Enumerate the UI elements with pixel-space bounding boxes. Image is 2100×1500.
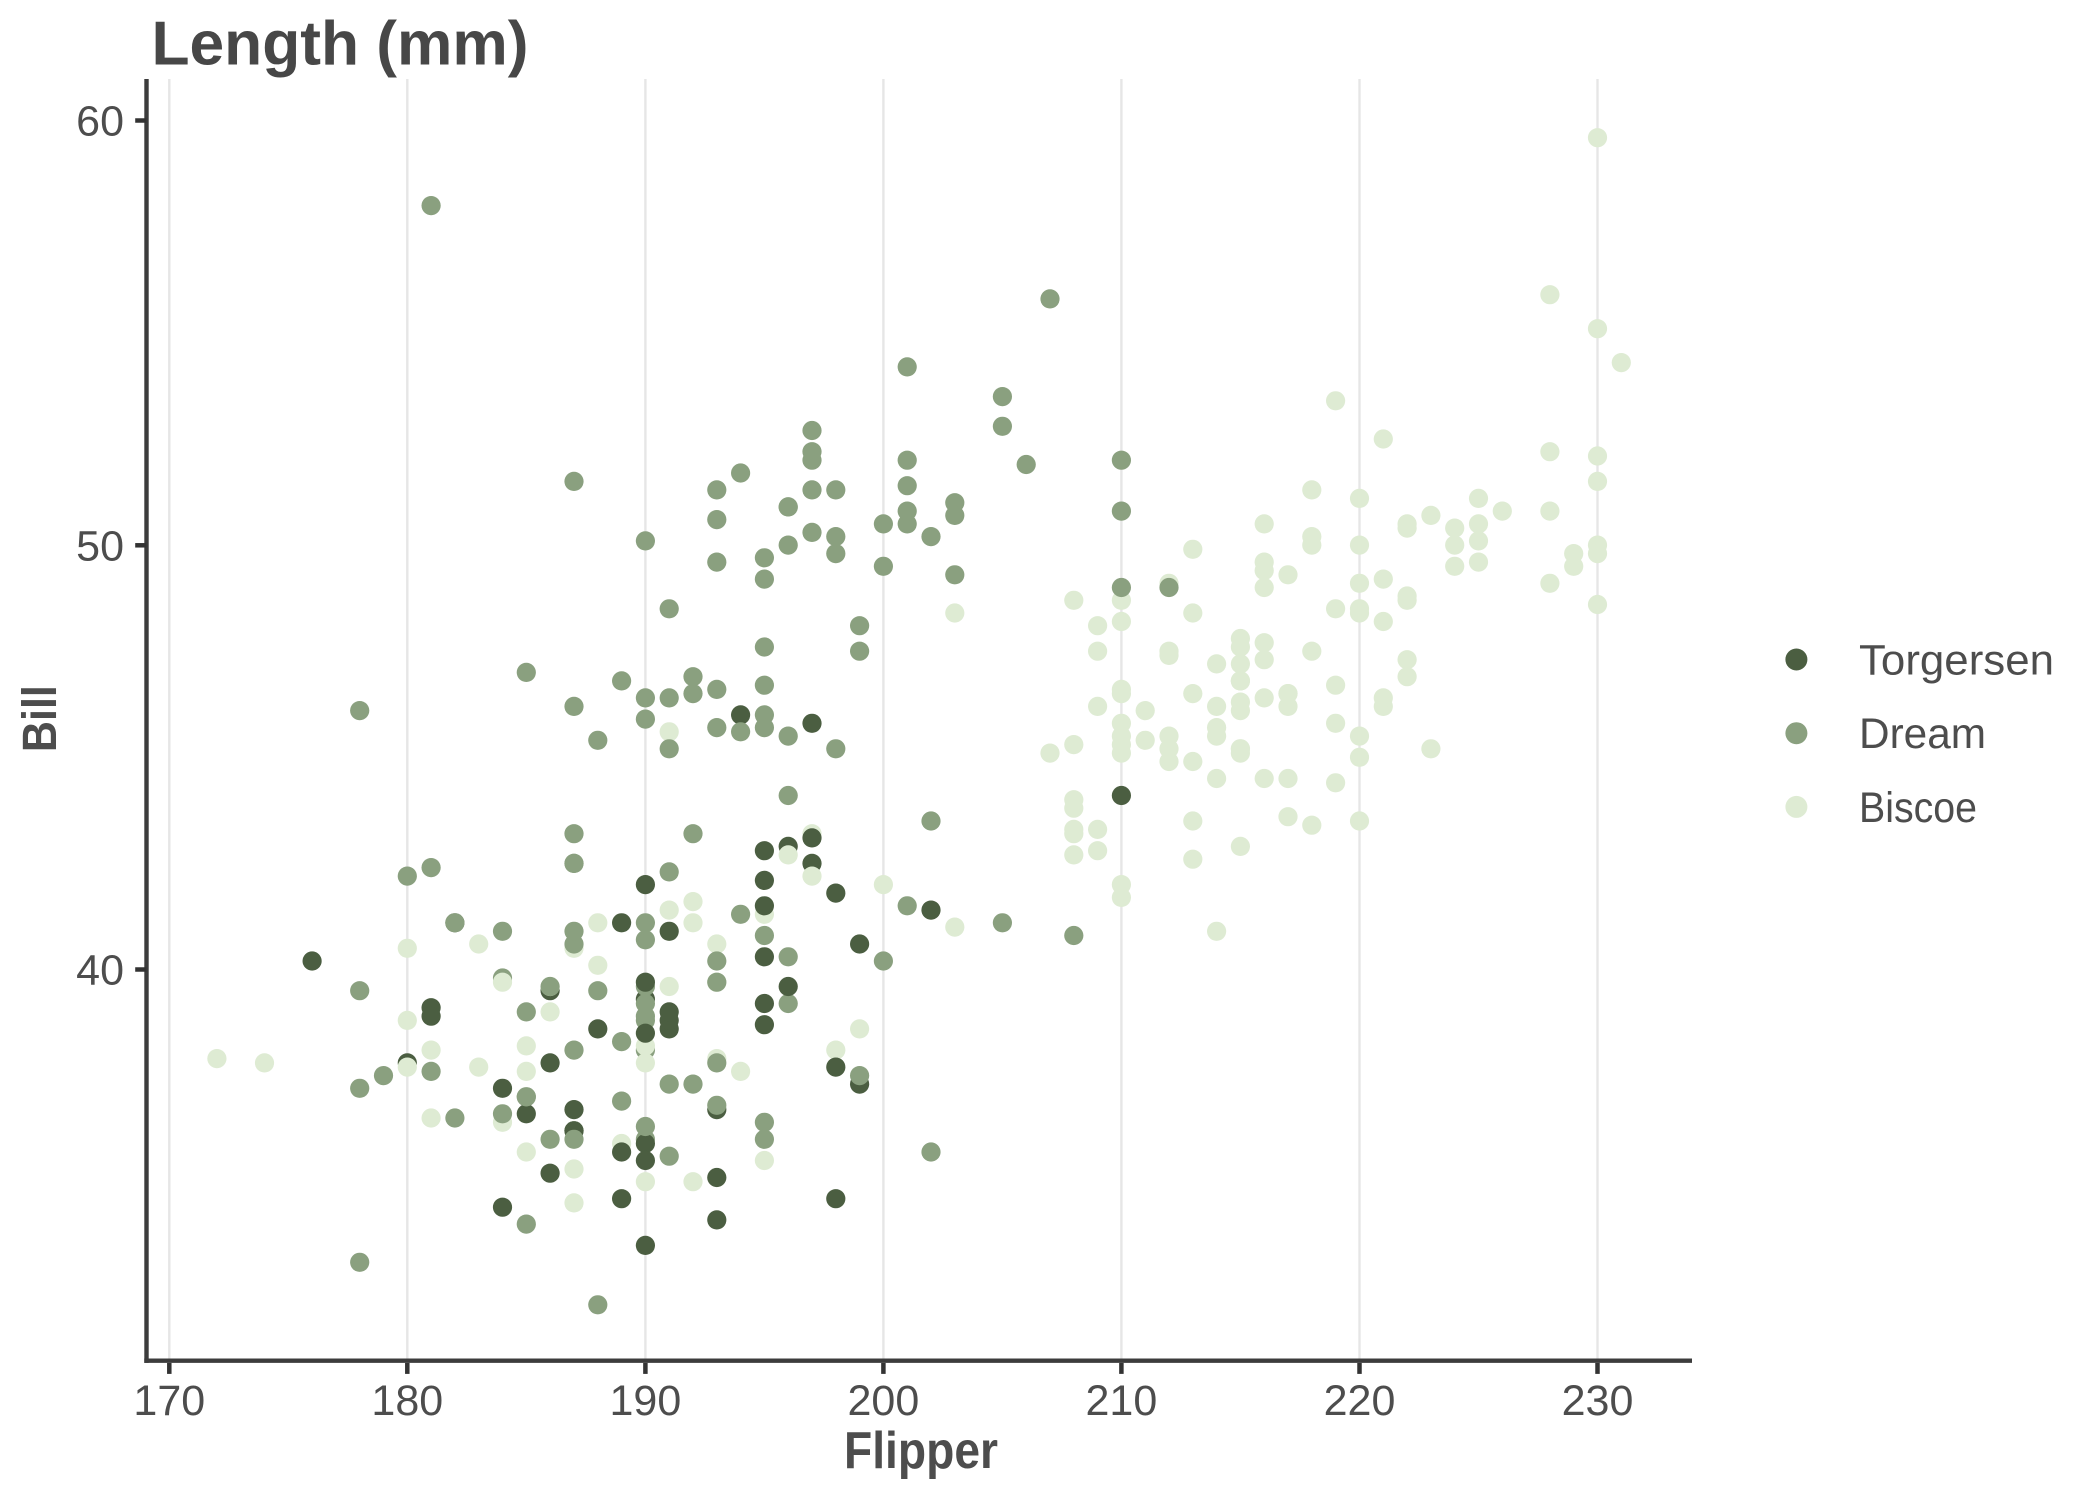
svg-text:Length (mm): Length (mm) bbox=[152, 10, 529, 79]
svg-text:230: 230 bbox=[1562, 1377, 1634, 1425]
svg-text:210: 210 bbox=[1086, 1377, 1158, 1425]
svg-text:190: 190 bbox=[610, 1377, 682, 1425]
svg-text:Torgersen: Torgersen bbox=[1859, 637, 2054, 685]
svg-text:40: 40 bbox=[76, 947, 124, 995]
svg-text:60: 60 bbox=[76, 98, 124, 146]
svg-text:Bill: Bill bbox=[14, 685, 67, 752]
svg-text:Biscoe: Biscoe bbox=[1859, 784, 1977, 832]
svg-text:Dream: Dream bbox=[1859, 710, 1986, 758]
svg-text:220: 220 bbox=[1324, 1377, 1396, 1425]
svg-text:Flipper: Flipper bbox=[844, 1422, 998, 1480]
svg-text:180: 180 bbox=[371, 1377, 443, 1425]
svg-text:200: 200 bbox=[848, 1377, 920, 1425]
svg-text:170: 170 bbox=[133, 1377, 205, 1425]
svg-text:50: 50 bbox=[76, 522, 124, 570]
